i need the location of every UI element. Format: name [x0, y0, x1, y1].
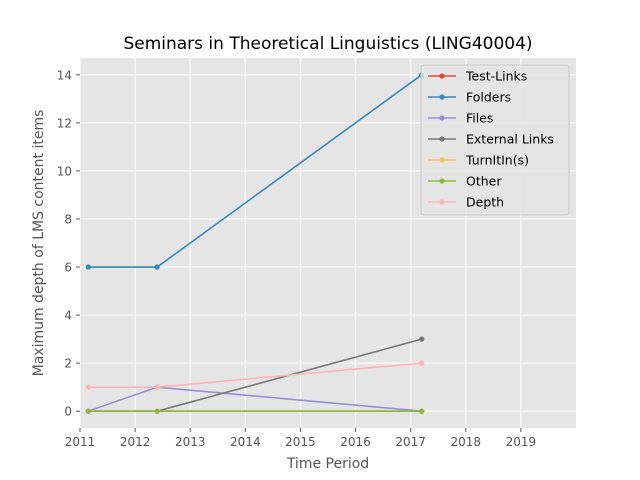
x-tick-label: 2011 — [65, 435, 96, 449]
x-tick-label: 2012 — [120, 435, 151, 449]
y-tick-label: 6 — [64, 261, 72, 275]
y-tick-label: 0 — [64, 405, 72, 419]
legend-label: Test-Links — [465, 69, 527, 84]
data-point-folders — [85, 264, 91, 270]
legend-label: Depth — [466, 195, 504, 210]
data-point-folders — [154, 264, 160, 270]
legend-item-external-links: External Links — [428, 132, 554, 147]
legend-marker — [439, 94, 445, 100]
legend-item-files: Files — [428, 111, 493, 126]
y-tick-label: 12 — [57, 116, 72, 130]
x-tick-label: 2014 — [230, 435, 261, 449]
legend-label: Other — [466, 174, 502, 189]
legend-label: External Links — [466, 132, 554, 147]
x-axis-label: Time Period — [286, 456, 369, 472]
legend-item-depth: Depth — [428, 195, 504, 210]
data-point-depth — [85, 384, 91, 390]
legend: Test-Links Folders Files External Links Turn… — [420, 64, 570, 216]
legend-marker — [439, 115, 445, 121]
legend-marker — [439, 73, 445, 79]
legend-item-turnitin-s: TurnItIn(s) — [428, 153, 529, 168]
legend-label: Files — [466, 111, 493, 126]
data-point-other — [85, 408, 91, 414]
y-tick-label: 4 — [64, 309, 72, 323]
legend-item-other: Other — [428, 174, 502, 189]
y-tick-label: 2 — [64, 357, 72, 371]
x-tick-label: 2013 — [175, 435, 206, 449]
data-point-depth — [154, 384, 160, 390]
x-tick-label: 2017 — [395, 435, 426, 449]
data-point-other — [419, 408, 425, 414]
legend-marker — [439, 157, 445, 163]
y-tick-label: 14 — [57, 68, 72, 82]
y-axis-label: Maximum depth of LMS content items — [31, 110, 47, 377]
legend-box — [420, 64, 570, 216]
x-tick-label: 2018 — [451, 435, 482, 449]
data-point-other — [154, 408, 160, 414]
x-tick-label: 2015 — [285, 435, 316, 449]
axis-ticks: 2011 2012 2013 2014 2015 2016 2017 2018 2019 0 2 4 6… — [57, 68, 536, 449]
legend-label: TurnItIn(s) — [465, 153, 529, 168]
legend-marker — [439, 136, 445, 142]
legend-marker — [439, 199, 445, 205]
y-tick-label: 8 — [64, 212, 72, 226]
y-tick-label: 10 — [57, 164, 72, 178]
data-point-depth — [419, 360, 425, 366]
data-point-external-links — [419, 336, 425, 342]
x-tick-label: 2016 — [340, 435, 371, 449]
series-lines — [85, 72, 425, 414]
x-tick-label: 2019 — [506, 435, 537, 449]
legend-label: Folders — [466, 90, 511, 105]
legend-marker — [439, 178, 445, 184]
series-other — [85, 408, 425, 414]
chart-title: Seminars in Theoretical Linguistics (LIN… — [123, 34, 532, 54]
series-depth — [85, 360, 425, 390]
legend-item-folders: Folders — [428, 90, 511, 105]
legend-item-test-links: Test-Links — [428, 69, 527, 84]
